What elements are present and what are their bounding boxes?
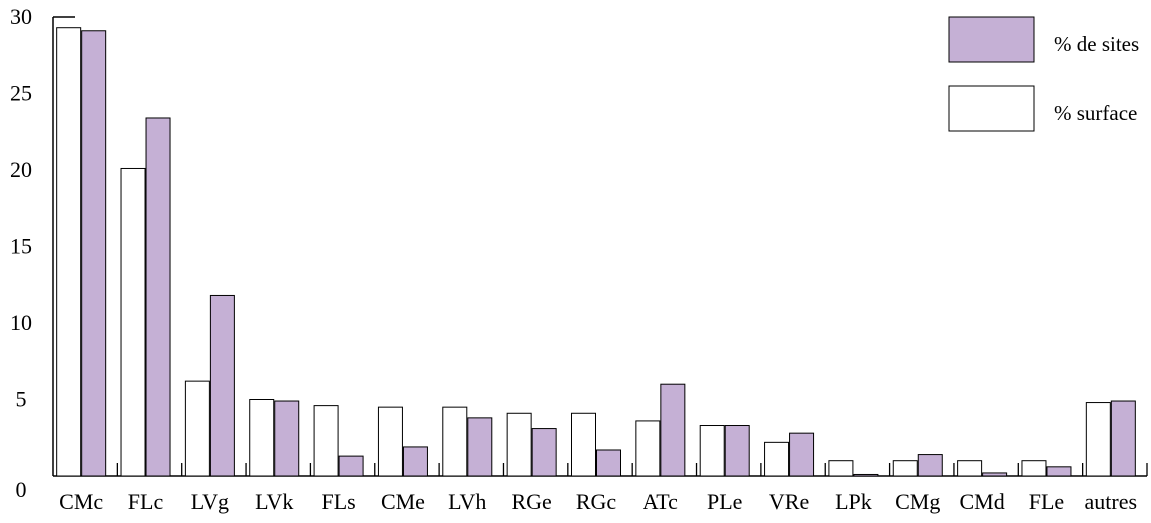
bar [982,472,1008,477]
x-tick-label: RGe [511,489,551,514]
x-tick-label: LVh [448,489,486,514]
bar [274,400,300,477]
x-tick-label: autres [1085,489,1138,514]
tick-labels: 0 5 10 15 20 25 30 CMc FLc LVg LVk FLs CMe LVh RGe RGc A… [10,4,1137,514]
y-tick-label: 10 [10,310,32,335]
y-tick-label: 25 [10,81,32,106]
y-tick-label: 5 [16,387,27,412]
legend-label: % de sites [1054,32,1139,56]
x-tick-label: CMc [59,489,103,514]
bar [957,460,983,477]
bar [249,399,275,477]
bar [1046,466,1072,477]
bar [81,30,107,477]
y-tick-label: 20 [10,157,32,182]
bar [531,428,557,477]
bar [120,167,146,477]
x-tick-label: FLs [321,489,355,514]
bar [917,454,943,477]
bar [377,406,403,477]
bar [596,449,621,477]
bar [635,420,661,477]
x-tick-label: ATc [643,489,678,514]
bar [892,460,918,477]
bars [56,27,1136,477]
x-tick-label: RGc [576,489,617,514]
bar [853,473,879,477]
bar [184,380,210,477]
bar [467,417,493,477]
x-tick-label: LPk [835,489,872,514]
bar [764,441,790,477]
x-tick-label: CMe [381,489,425,514]
x-tick-label: CMd [959,489,1004,514]
x-tick-label: LVg [191,489,229,514]
y-tick-label: 15 [10,234,32,259]
x-tick-label: FLe [1029,489,1064,514]
x-tick-label: LVk [255,489,293,514]
bar [724,425,750,477]
bar [789,432,815,477]
bar [660,383,686,477]
bar [506,412,532,477]
bar [1110,400,1136,477]
bar [145,117,171,477]
bar [313,405,339,477]
bar [571,412,596,477]
x-tick-label: FLc [128,489,164,514]
bar [338,455,364,477]
bar [209,294,235,477]
y-tick-label: 30 [10,4,32,29]
bar [1085,402,1111,477]
legend-swatch [948,85,1035,132]
legend-swatch [948,16,1035,63]
legend: % de sites % surface [948,16,1139,132]
x-tick-label: CMg [895,489,940,514]
x-tick-label: PLe [707,489,742,514]
bar [402,446,428,477]
bar [1021,460,1047,477]
bar [828,460,854,477]
y-tick-label: 0 [16,477,27,502]
bar [442,406,468,477]
legend-label: % surface [1054,101,1137,125]
bar [699,425,725,477]
x-tick-label: VRe [769,489,809,514]
bar [56,27,82,477]
